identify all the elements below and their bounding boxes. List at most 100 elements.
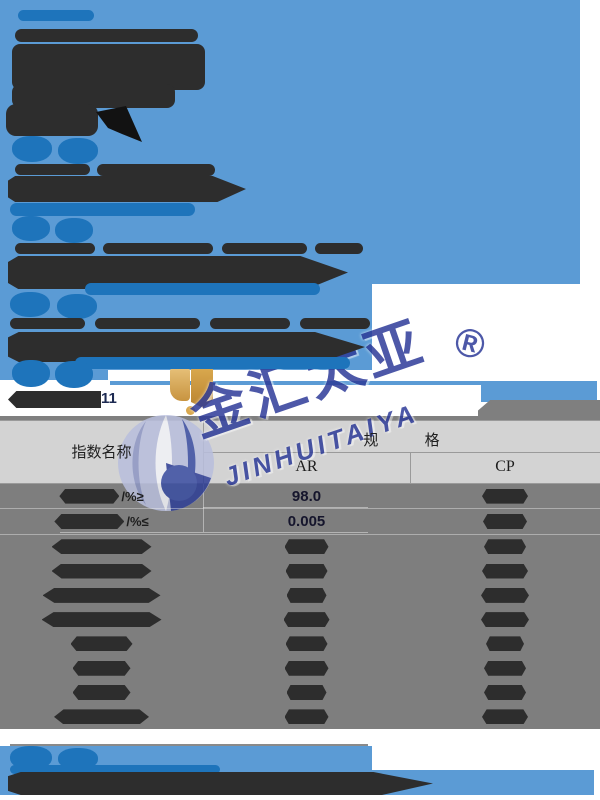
table-grid-vline-arcp xyxy=(410,452,411,484)
redacted-text xyxy=(54,513,125,529)
watermark-registered-icon: ® xyxy=(450,319,490,369)
table-cell xyxy=(0,660,203,676)
field-caption-redacted xyxy=(15,164,90,175)
redacted-text xyxy=(481,587,529,603)
table-header-cp: CP xyxy=(495,458,515,475)
field-caption-redacted xyxy=(15,243,95,254)
gold-bookmark-dot xyxy=(186,406,195,415)
product-title-redacted-3 xyxy=(6,104,98,136)
section-label-blue-redacted xyxy=(12,360,50,387)
upper-blue-panel-right xyxy=(372,0,580,284)
table-body-faint-vline xyxy=(203,484,204,532)
field-subvalue-blue-redacted xyxy=(10,203,195,216)
watermark-globe-icon xyxy=(118,415,214,511)
redacted-text xyxy=(483,513,527,529)
table-cell xyxy=(410,488,600,504)
redacted-text xyxy=(482,488,528,504)
table-row xyxy=(0,705,600,729)
page-subtitle-redacted xyxy=(15,29,198,42)
table-row xyxy=(0,535,600,559)
bottom-text-redacted xyxy=(8,772,433,795)
field-caption-redacted xyxy=(10,318,85,329)
section-label-blue-redacted xyxy=(10,292,50,317)
table-row xyxy=(0,583,600,607)
table-header-ar: AR xyxy=(295,458,318,475)
field-caption-redacted xyxy=(315,243,363,254)
field-caption-redacted xyxy=(222,243,307,254)
redacted-text xyxy=(284,660,329,676)
section-label-blue-redacted xyxy=(12,136,52,162)
field-caption-redacted xyxy=(97,164,215,176)
table-header-spec: 规 格 xyxy=(363,432,440,449)
table-cell xyxy=(203,685,410,701)
field-caption-redacted xyxy=(300,318,370,329)
section-label-blue-redacted xyxy=(55,218,93,243)
section-label-blue-redacted xyxy=(12,216,50,241)
table-cell: 0.005 xyxy=(203,513,410,530)
redacted-text xyxy=(59,488,120,504)
table-cell xyxy=(203,587,410,603)
top-breadcrumb-redacted[interactable] xyxy=(18,10,94,21)
table-row xyxy=(0,632,600,656)
bottom-divider-line xyxy=(10,744,368,746)
table-cell xyxy=(203,709,410,725)
table-cell xyxy=(410,709,600,725)
redacted-text xyxy=(54,709,149,725)
section-label-blue-redacted xyxy=(58,748,98,770)
field-subvalue-blue-redacted xyxy=(10,765,220,774)
table-cell xyxy=(0,563,203,579)
table-cell xyxy=(0,685,203,701)
gray-accent-bar xyxy=(478,400,600,419)
redacted-text xyxy=(486,636,524,652)
table-body-faint-hline-2 xyxy=(60,532,368,533)
field-caption-redacted xyxy=(210,318,290,329)
product-title-redacted xyxy=(12,44,205,90)
table-cell: 98.0 xyxy=(203,488,410,505)
table-row xyxy=(0,607,600,631)
gold-bookmark-left xyxy=(170,368,190,401)
table-cell xyxy=(203,660,410,676)
ar-value: 98.0 xyxy=(291,487,322,505)
redacted-text xyxy=(283,612,330,628)
table-cell: /%≥ xyxy=(0,488,203,504)
redacted-text xyxy=(72,685,131,701)
table-cell xyxy=(0,636,203,652)
table-header-bottom-line xyxy=(0,483,600,484)
row-label-suffix: /%≥ xyxy=(121,488,144,504)
table-top-band xyxy=(0,416,600,420)
table-row: /%≥ 98.0 xyxy=(0,484,600,510)
table-cell xyxy=(0,539,203,555)
table-body-faint-hline-1 xyxy=(203,507,368,508)
table-cell: /%≤ xyxy=(0,513,203,529)
redacted-text xyxy=(286,685,327,701)
table-row: /%≤ 0.005 xyxy=(0,509,600,535)
field-subvalue-blue-redacted xyxy=(85,283,320,295)
table-cell xyxy=(203,563,410,579)
table-cell xyxy=(410,563,600,579)
table-cell xyxy=(203,636,410,652)
section-label-blue-redacted xyxy=(57,294,97,319)
table-cell xyxy=(410,539,600,555)
field-value-redacted xyxy=(8,176,246,202)
redacted-text xyxy=(286,587,327,603)
table-row xyxy=(0,656,600,680)
redacted-text xyxy=(70,636,133,652)
table-cell xyxy=(0,612,203,628)
redacted-text xyxy=(482,709,528,725)
redacted-text xyxy=(51,539,152,555)
redacted-text xyxy=(285,563,328,579)
redacted-text xyxy=(72,660,131,676)
ar-value: 0.005 xyxy=(287,512,326,530)
table-cell xyxy=(410,685,600,701)
redacted-text xyxy=(481,612,529,628)
row-label-suffix: /%≤ xyxy=(126,513,149,529)
table-header-index-name: 指数名称 xyxy=(71,444,132,461)
redacted-text xyxy=(42,587,161,603)
redacted-text xyxy=(482,563,528,579)
table-cell xyxy=(0,709,203,725)
table-cell xyxy=(203,539,410,555)
gold-bookmark-right xyxy=(191,368,213,408)
field-subvalue-blue-redacted xyxy=(75,357,350,369)
table-cell xyxy=(410,612,600,628)
